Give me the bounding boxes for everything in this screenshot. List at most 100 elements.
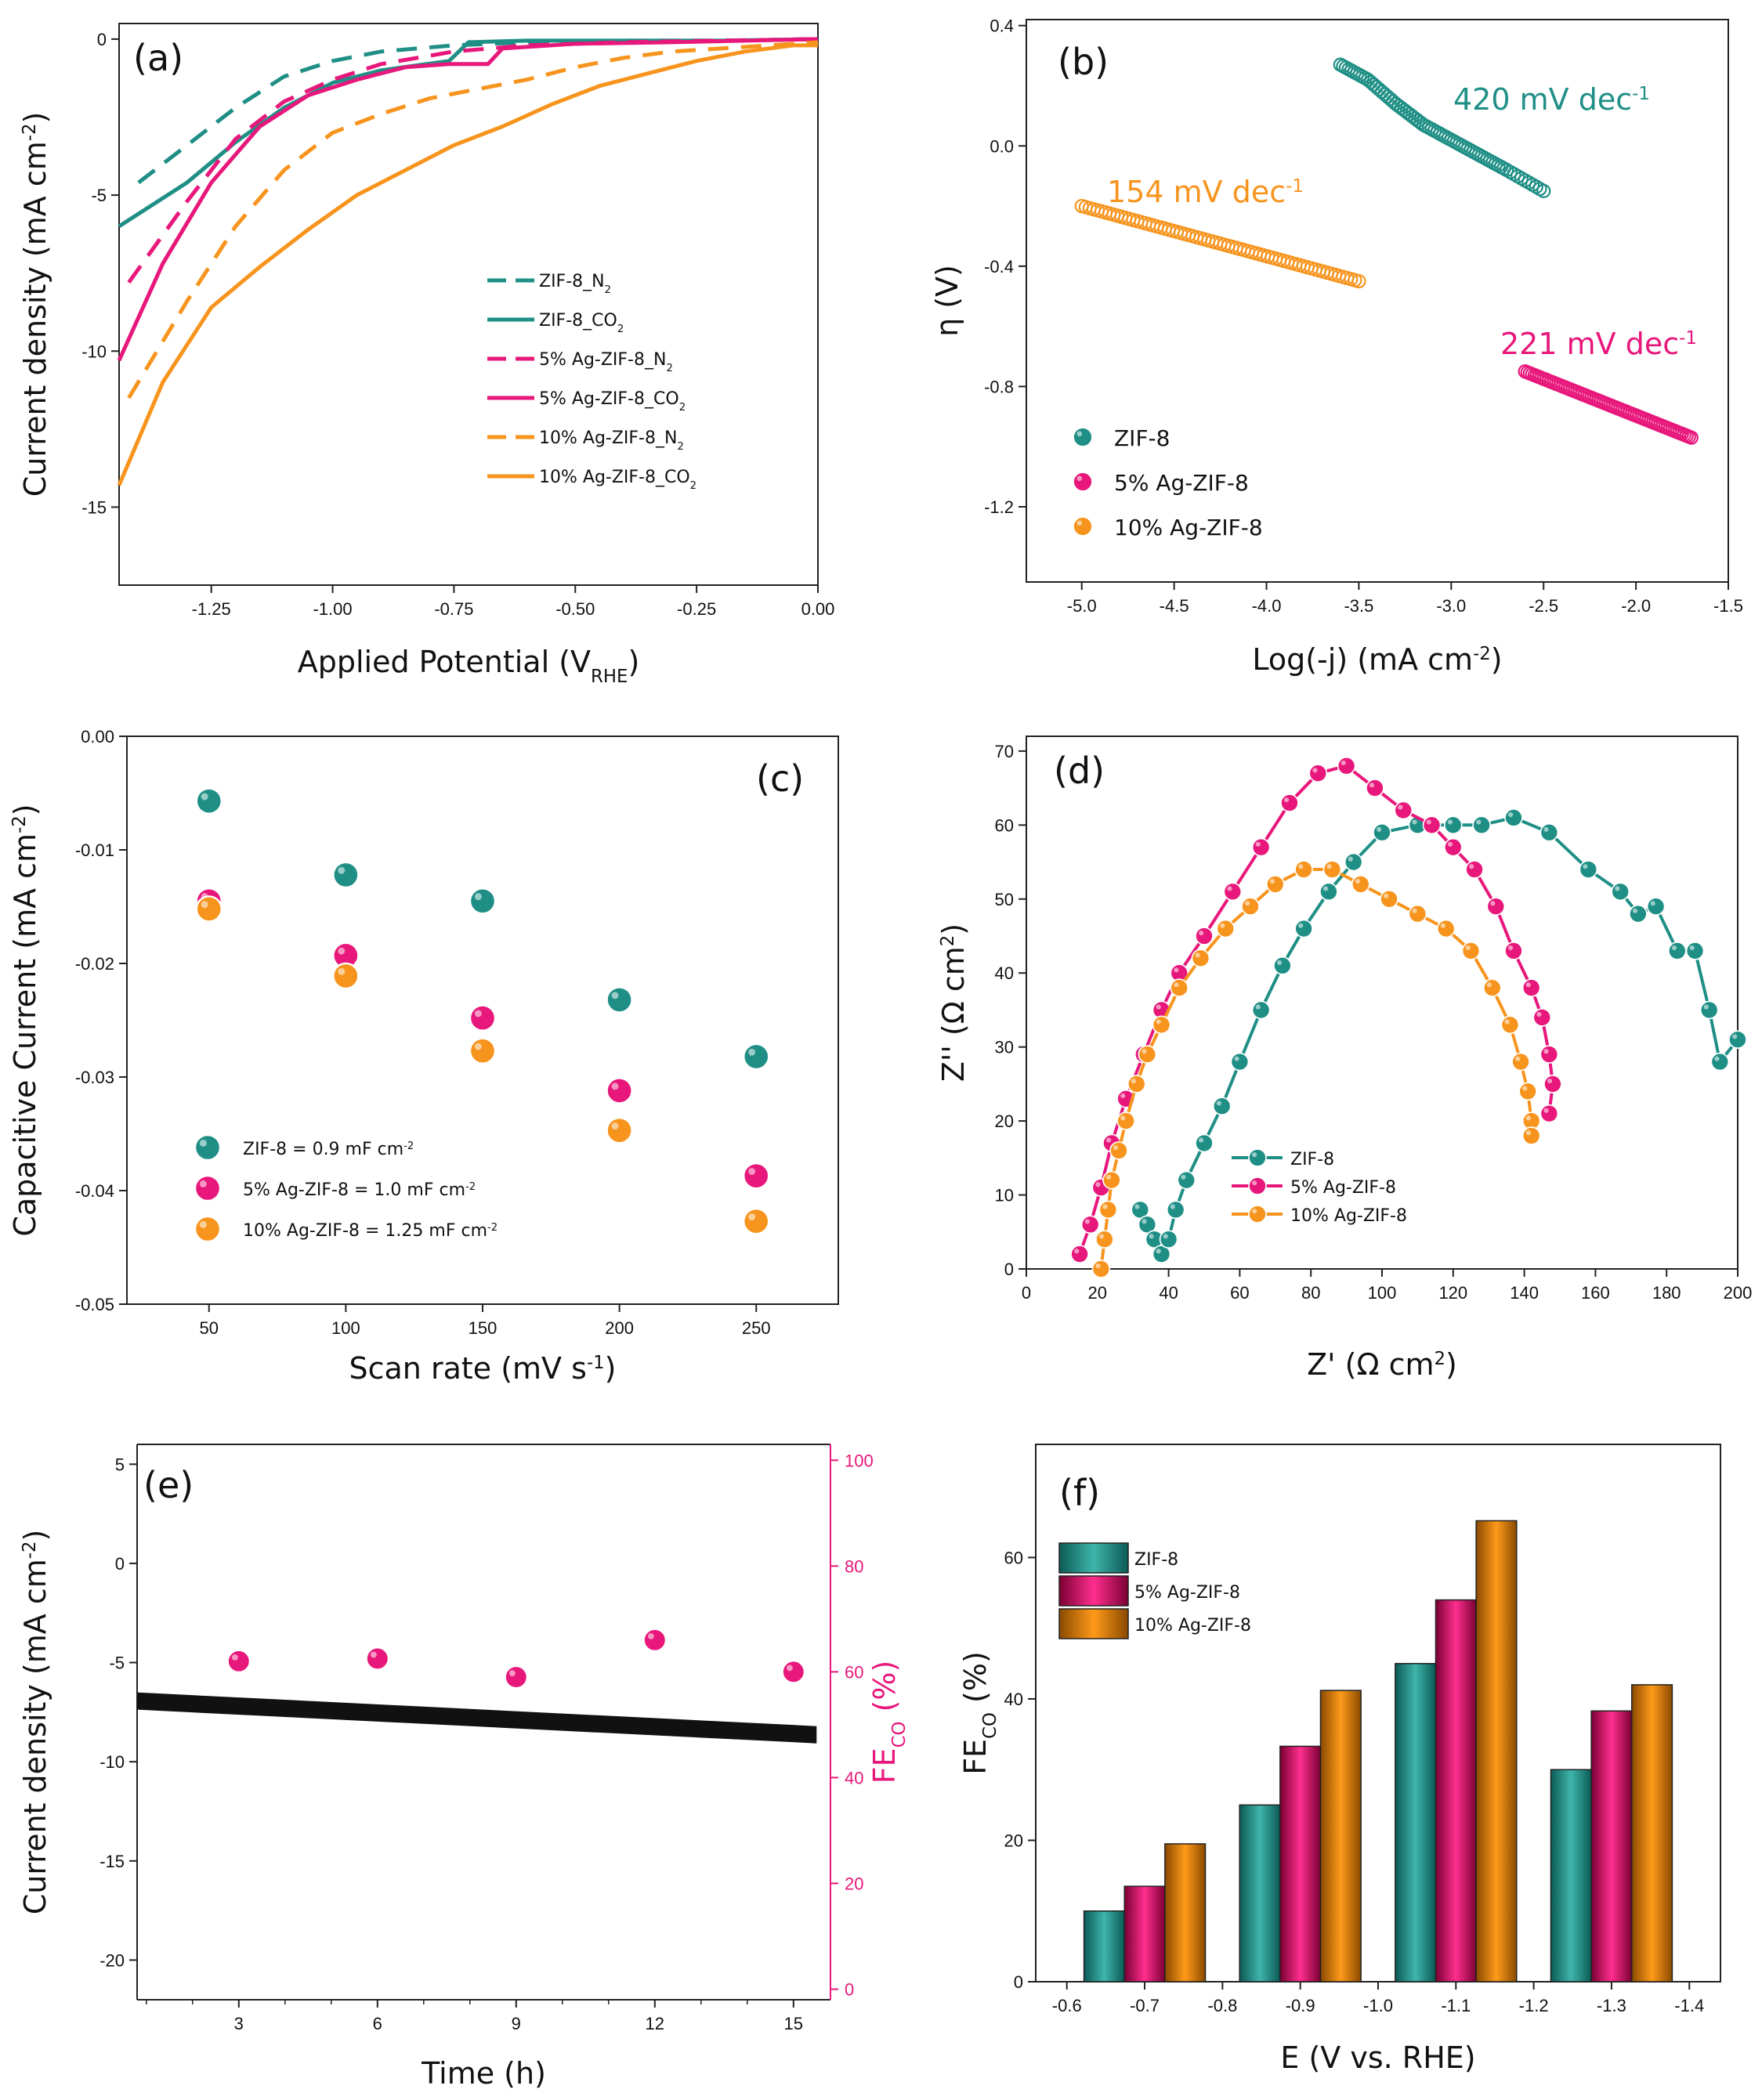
text-part: 2	[677, 441, 683, 453]
x-axis-label: Scan rate (mV s-1)	[349, 1351, 616, 1386]
legend-label: ZIF-8	[1114, 425, 1170, 451]
point-highlight	[370, 1651, 377, 1658]
point-highlight	[1543, 826, 1549, 833]
point-highlight	[1384, 893, 1389, 899]
point-highlight	[611, 1122, 619, 1130]
text-part: ZIF-8_CO	[539, 311, 617, 331]
x-tick-label: 180	[1652, 1283, 1681, 1303]
data-point	[1344, 852, 1363, 872]
point-highlight	[1199, 931, 1204, 936]
bar	[1435, 1599, 1477, 1983]
point-highlight	[1220, 923, 1225, 928]
x-axis-label: E (V vs. RHE)	[1280, 2040, 1475, 2075]
text-part: -1	[1632, 84, 1650, 104]
x-tick-label: -1.25	[192, 599, 231, 619]
point-highlight	[1547, 1078, 1553, 1084]
legend-label: 10% Ag-ZIF-8 = 1.25 mF cm-2	[243, 1221, 497, 1241]
y-tick-label: 0.00	[81, 727, 114, 746]
data-point	[1699, 1000, 1719, 1020]
fe-point	[642, 1628, 667, 1652]
point-highlight	[508, 1670, 516, 1677]
point-highlight	[748, 1048, 756, 1056]
bar	[1279, 1745, 1322, 1983]
data-point	[606, 1077, 633, 1104]
bar	[1123, 1885, 1166, 1983]
point-highlight	[1284, 797, 1290, 803]
point-highlight	[1440, 923, 1445, 928]
data-point	[1322, 860, 1342, 879]
y-tick-label: 10	[995, 1186, 1014, 1205]
data-point	[1195, 927, 1214, 945]
data-point	[1127, 1075, 1146, 1093]
chart-c: 50 100 150 200 250 0.00 -0.01 -0.02 -0.03 -0.04 -0…	[8, 727, 839, 1386]
y-tick-label: -0.05	[75, 1295, 114, 1314]
point-highlight	[611, 992, 619, 999]
text-part: -2	[403, 1140, 414, 1152]
y-axis-label: Current density (mA cm-2)	[18, 1530, 52, 1915]
text-part: 10% Ag-ZIF-8_N	[539, 428, 677, 448]
point-highlight	[1615, 886, 1620, 891]
data-point	[1443, 815, 1463, 835]
point-highlight	[1156, 1004, 1161, 1010]
data-point	[1251, 1000, 1271, 1020]
text-part: (%)	[958, 1651, 993, 1712]
y-tick-label: -0.8	[984, 377, 1014, 396]
legend-label: 10% Ag-ZIF-8	[1114, 515, 1263, 540]
point-highlight	[1234, 1056, 1239, 1061]
text-part: Log(-j) (mA cm	[1252, 642, 1473, 677]
y-tick-label: 30	[995, 1038, 1014, 1057]
x-tick-label: 12	[646, 2014, 664, 2033]
data-point	[1195, 1133, 1214, 1153]
slope-annotation: 221 mV dec-1	[1500, 327, 1697, 361]
point-highlight	[1490, 901, 1496, 906]
data-point	[1170, 978, 1189, 997]
data-point	[1521, 1126, 1541, 1145]
point-highlight	[1447, 819, 1453, 825]
bar	[1164, 1843, 1207, 1983]
text-part: CO	[980, 1712, 1000, 1739]
x-tick-label: 0	[1022, 1283, 1031, 1303]
current-density-trace	[137, 1692, 817, 1744]
legend-marker	[1248, 1148, 1267, 1167]
data-point	[1536, 183, 1551, 198]
x-tick-label: 100	[1368, 1283, 1397, 1303]
data-point	[1504, 808, 1523, 827]
series-line-1	[137, 37, 819, 185]
data-point	[1521, 978, 1541, 997]
x-tick-label: -0.25	[677, 599, 716, 619]
point-highlight	[1174, 982, 1179, 988]
x-axis-label: Applied Potential (VRHE)	[298, 645, 640, 687]
point-highlight	[1076, 431, 1083, 437]
data-point	[1216, 919, 1236, 938]
data-point	[195, 787, 223, 815]
data-point	[1109, 1141, 1128, 1160]
text-part: )	[18, 1530, 52, 1542]
y-tick-label: 20	[1004, 1831, 1023, 1850]
x-tick-label: -3.0	[1436, 596, 1466, 616]
point-highlight	[474, 1010, 482, 1017]
point-highlight	[1102, 1204, 1108, 1209]
point-highlight	[1170, 1204, 1175, 1209]
data-point	[1443, 837, 1463, 857]
data-point	[743, 1162, 770, 1190]
data-point	[1532, 1008, 1552, 1027]
y-tick-label: -15	[81, 497, 107, 517]
panel-label: (b)	[1058, 41, 1109, 83]
point-highlight	[1163, 1234, 1168, 1239]
text-part: Scan rate (mV s	[349, 1351, 586, 1386]
point-highlight	[201, 901, 208, 909]
data-point	[1294, 860, 1313, 879]
data-point	[1241, 897, 1260, 916]
point-highlight	[1486, 982, 1492, 988]
data-point	[1166, 1200, 1185, 1220]
point-highlight	[1426, 819, 1431, 825]
point-highlight	[1216, 1101, 1221, 1106]
point-highlight	[1732, 1034, 1738, 1039]
text-part: )	[18, 112, 52, 124]
point-highlight	[1469, 864, 1474, 869]
data-point	[1408, 904, 1427, 923]
data-point	[1380, 889, 1398, 909]
y-tick-label: -0.02	[75, 954, 114, 974]
text-part: -2	[1473, 644, 1491, 664]
data-point	[1500, 1015, 1520, 1035]
